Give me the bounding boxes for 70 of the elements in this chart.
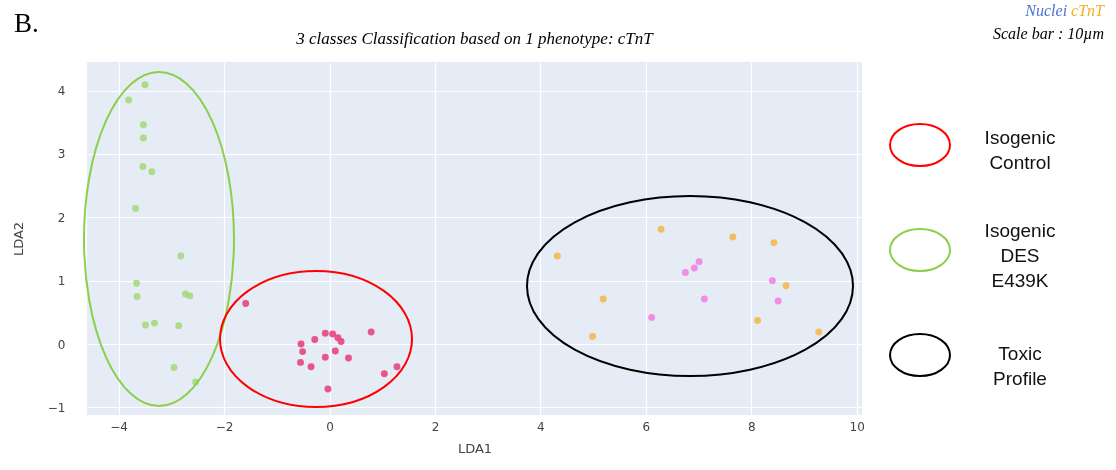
x-tick-label: 10 bbox=[849, 419, 865, 434]
x-tick-label: 8 bbox=[747, 419, 756, 434]
x-axis-title: LDA1 bbox=[457, 440, 493, 456]
point bbox=[139, 121, 147, 129]
chart-title: 3 classes Classification based on 1 phenotype: cTnT bbox=[295, 29, 655, 48]
point bbox=[700, 295, 708, 303]
point bbox=[782, 282, 790, 290]
y-tick-label: 3 bbox=[57, 147, 66, 162]
point bbox=[337, 338, 345, 345]
point bbox=[599, 295, 607, 303]
point bbox=[297, 340, 305, 348]
point bbox=[177, 252, 185, 260]
point bbox=[142, 321, 149, 329]
point bbox=[321, 353, 329, 361]
point bbox=[324, 385, 332, 393]
y-tick-label: 2 bbox=[57, 210, 66, 225]
text: Isogenic Control bbox=[983, 126, 1057, 175]
point bbox=[148, 168, 156, 176]
point bbox=[681, 268, 689, 276]
point bbox=[774, 297, 782, 305]
text: Isogenic DES E439K bbox=[983, 219, 1057, 293]
text: Toxic Profile bbox=[992, 342, 1048, 391]
point bbox=[393, 363, 401, 371]
point bbox=[815, 328, 823, 336]
point bbox=[186, 292, 194, 300]
point bbox=[589, 332, 597, 340]
point bbox=[307, 363, 315, 371]
point bbox=[329, 330, 337, 338]
point bbox=[299, 348, 307, 356]
text: B. bbox=[14, 8, 39, 39]
point bbox=[321, 329, 329, 337]
point bbox=[768, 277, 776, 285]
point bbox=[380, 370, 388, 378]
point bbox=[125, 96, 133, 104]
point bbox=[311, 336, 319, 344]
point bbox=[690, 264, 698, 272]
text: Nuclei cTnT bbox=[1025, 2, 1104, 19]
x-tick-label: 6 bbox=[642, 419, 651, 434]
x-tick-label: −2 bbox=[215, 419, 234, 434]
point bbox=[345, 354, 352, 362]
point bbox=[170, 364, 178, 371]
point bbox=[648, 313, 656, 321]
point bbox=[141, 81, 149, 89]
point bbox=[139, 134, 147, 142]
point bbox=[770, 239, 778, 247]
point bbox=[553, 252, 561, 260]
y-tick-label: 1 bbox=[57, 274, 66, 289]
x-tick-label: 4 bbox=[537, 419, 545, 434]
point bbox=[729, 233, 737, 241]
point bbox=[133, 279, 141, 287]
point bbox=[297, 358, 304, 366]
point bbox=[151, 319, 158, 327]
point bbox=[139, 163, 147, 171]
point bbox=[367, 328, 375, 336]
point bbox=[132, 204, 139, 212]
point bbox=[175, 322, 183, 330]
point bbox=[133, 293, 141, 300]
point bbox=[657, 225, 665, 233]
y-tick-label: 4 bbox=[57, 84, 66, 99]
y-axis-title: LDA2 bbox=[10, 221, 26, 257]
y-tick-label: −1 bbox=[47, 400, 66, 415]
y-tick-label: 0 bbox=[57, 337, 66, 352]
text: Scale bar : 10µm bbox=[993, 25, 1104, 43]
point bbox=[331, 347, 339, 355]
x-tick-label: 0 bbox=[326, 419, 334, 434]
point bbox=[754, 317, 762, 325]
point bbox=[695, 258, 703, 266]
x-tick-label: 2 bbox=[431, 419, 440, 434]
point bbox=[242, 300, 250, 307]
x-tick-label: −4 bbox=[110, 419, 128, 434]
